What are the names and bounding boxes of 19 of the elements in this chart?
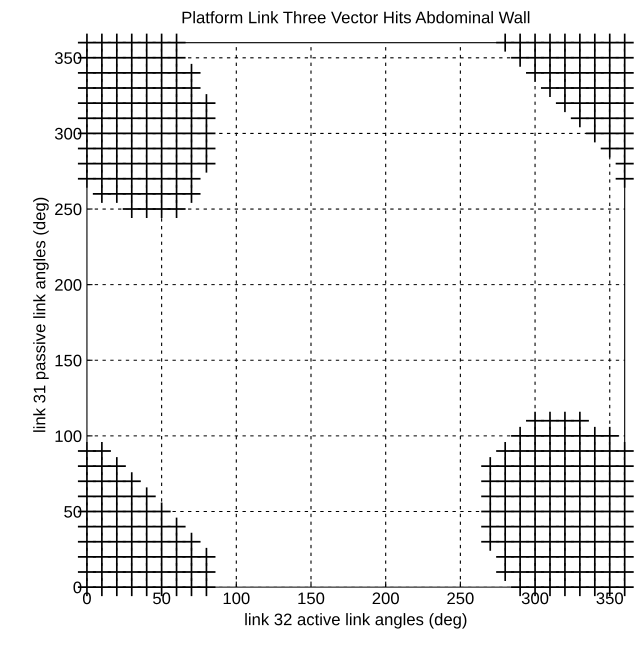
x-tick-label: 200 bbox=[372, 592, 399, 604]
x-tick-label: 0 bbox=[82, 592, 91, 604]
x-tick-label: 300 bbox=[522, 592, 548, 604]
y-axis-title: link 31 passive link angles (deg) bbox=[33, 198, 49, 432]
x-axis-title: link 32 active link angles (deg) bbox=[245, 613, 466, 629]
x-tick-label: 350 bbox=[596, 592, 623, 604]
x-tick-label: 250 bbox=[447, 592, 474, 604]
y-tick-label: 350 bbox=[54, 52, 82, 64]
y-tick-label: 100 bbox=[56, 430, 82, 442]
y-tick-label: 150 bbox=[56, 354, 82, 366]
y-tick-label: 50 bbox=[64, 506, 82, 518]
y-tick-label: 250 bbox=[55, 203, 82, 216]
y-tick-label: 300 bbox=[54, 128, 82, 140]
x-tick-label: 100 bbox=[224, 592, 250, 604]
x-tick-label: 50 bbox=[153, 592, 170, 604]
chart-title: Platform Link Three Vector Hits Abdominal Wall bbox=[182, 11, 530, 24]
x-tick-label: 150 bbox=[298, 592, 324, 604]
y-tick-label: 200 bbox=[55, 279, 82, 291]
point bbox=[614, 168, 635, 189]
